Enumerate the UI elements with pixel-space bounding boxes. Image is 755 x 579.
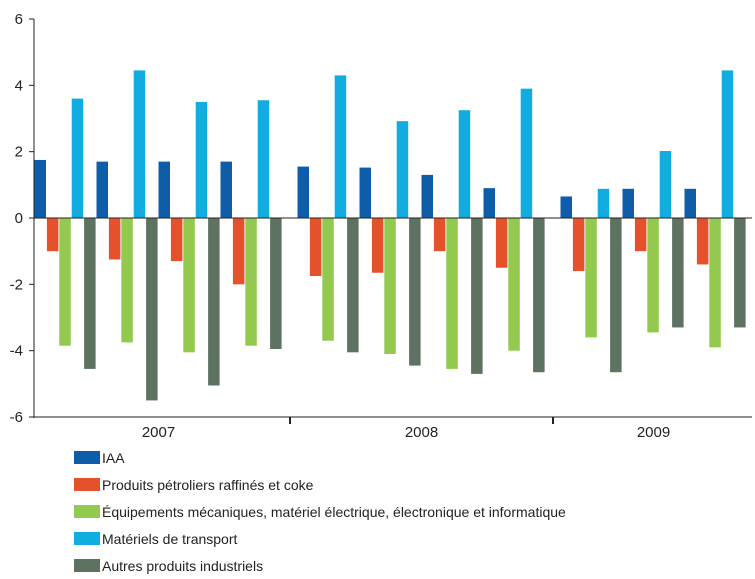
legend-item: Produits pétroliers raffinés et coke (74, 471, 566, 498)
bar (208, 218, 220, 386)
bar (297, 166, 309, 218)
bar (421, 174, 433, 218)
y-tick-label: 4 (15, 77, 23, 94)
legend-item: Autres produits industriels (74, 552, 566, 579)
bar (245, 218, 257, 346)
axes (33, 19, 752, 424)
bar (108, 218, 121, 260)
bar (347, 218, 359, 353)
legend-label: Autres produits industriels (102, 557, 264, 574)
y-tick-label: 2 (15, 144, 23, 161)
bar (84, 218, 96, 369)
bar (359, 167, 371, 218)
bar (560, 196, 572, 218)
bar (433, 218, 446, 252)
year-label: 2009 (637, 424, 670, 440)
bar (634, 218, 647, 252)
y-axis: -6 -4 -2 0 2 4 6 (10, 11, 34, 426)
bar (322, 218, 334, 341)
bar (270, 218, 282, 350)
bar (508, 218, 520, 351)
bars (34, 70, 746, 401)
bar (734, 218, 746, 328)
bar (34, 159, 46, 218)
bar (232, 218, 245, 285)
bar (334, 75, 347, 218)
bar (672, 218, 684, 328)
bar (585, 218, 597, 338)
y-tick-label: -4 (10, 343, 23, 360)
legend-swatch (74, 478, 100, 491)
bar (121, 218, 133, 343)
bar (133, 70, 146, 219)
bar (396, 121, 409, 218)
legend-label: Équipements mécaniques, matériel électri… (102, 503, 566, 520)
legend-label: IAA (102, 449, 125, 466)
bar (71, 98, 84, 218)
y-tick-label: -6 (10, 409, 23, 426)
bar (170, 218, 183, 262)
bar (183, 218, 195, 353)
year-label: 2007 (142, 424, 175, 440)
bar (384, 218, 396, 354)
bar (220, 161, 232, 218)
bar (195, 101, 208, 218)
x-axis-labels: 2007 2008 2009 (142, 424, 670, 440)
legend-swatch (74, 559, 100, 572)
bar (471, 218, 483, 374)
bar (483, 188, 495, 218)
bar (597, 188, 610, 218)
chart: -6 -4 -2 0 2 4 6 2007 2008 2009 (10, 11, 752, 440)
bar (610, 218, 622, 373)
legend-swatch (74, 532, 100, 545)
y-tick-label: 6 (15, 11, 23, 28)
bar (572, 218, 585, 272)
bar (696, 218, 709, 265)
bar (409, 218, 421, 366)
bar (257, 100, 270, 218)
bar (446, 218, 458, 369)
bar (520, 88, 533, 219)
bar (709, 218, 721, 348)
bar (309, 218, 322, 277)
bar (684, 188, 696, 218)
year-label: 2008 (405, 424, 438, 440)
legend-swatch (74, 451, 100, 464)
legend-item: Équipements mécaniques, matériel électri… (74, 498, 566, 525)
legend-swatch (74, 505, 100, 518)
bar (622, 188, 634, 218)
bar (533, 218, 545, 373)
bar (647, 218, 659, 333)
bar (146, 218, 158, 401)
legend-item: IAA (74, 444, 566, 471)
bar (721, 70, 734, 219)
bar (659, 151, 672, 218)
bar (495, 218, 508, 268)
bar (458, 110, 471, 218)
legend-label: Matériels de transport (102, 530, 238, 547)
bar (46, 218, 59, 252)
legend-item: Matériels de transport (74, 525, 566, 552)
y-tick-label: -2 (10, 276, 23, 293)
legend: IAA Produits pétroliers raffinés et coke É… (74, 444, 566, 579)
bar (59, 218, 71, 346)
bar (371, 218, 384, 273)
y-tick-label: 0 (15, 210, 23, 227)
legend-label: Produits pétroliers raffinés et coke (102, 476, 314, 493)
bar (96, 161, 108, 218)
bar (158, 161, 170, 218)
